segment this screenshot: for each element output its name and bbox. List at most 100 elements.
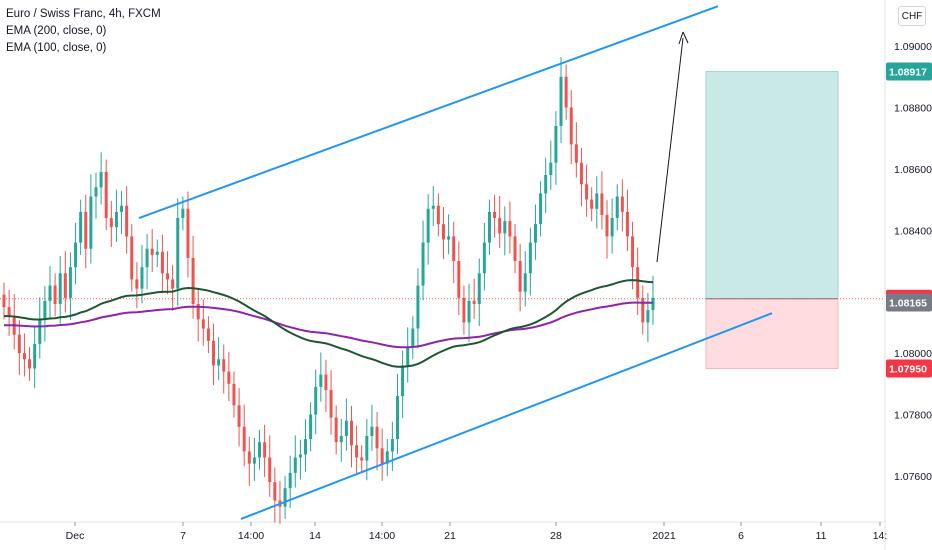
- candle-body: [595, 193, 599, 209]
- price-label-text: 1.07950: [889, 363, 927, 375]
- candle-body: [22, 353, 26, 360]
- candle-body: [109, 218, 113, 228]
- candle-body: [344, 420, 348, 437]
- candle-body: [140, 267, 144, 289]
- candle-body: [43, 300, 47, 320]
- y-tick-label: 1.08600: [894, 164, 932, 176]
- candle-body: [355, 445, 359, 458]
- candle-body: [63, 273, 67, 298]
- candle-body: [247, 451, 251, 464]
- candle-body: [206, 328, 210, 341]
- candle-body: [68, 267, 72, 298]
- candle-body: [370, 426, 374, 437]
- candle-body: [436, 205, 440, 225]
- candle-body: [533, 224, 537, 243]
- candle-body: [17, 334, 21, 354]
- candle-body: [395, 396, 399, 440]
- candle-body: [2, 294, 6, 308]
- price-label-box: [886, 62, 932, 81]
- candle-body: [518, 261, 522, 292]
- candle-body: [385, 451, 389, 464]
- candle-body: [559, 76, 563, 126]
- ema-200-line: [3, 301, 653, 349]
- y-tick-label: 1.08400: [894, 225, 932, 237]
- candle-body: [114, 211, 118, 228]
- x-tick-label: 2021: [652, 530, 676, 542]
- candle-body: [258, 442, 262, 458]
- candle-body: [487, 211, 491, 243]
- candle-body: [120, 205, 124, 212]
- candle-body: [171, 279, 175, 289]
- candle-body: [263, 442, 267, 458]
- projection-arrow-head: [678, 31, 689, 45]
- candle-body: [452, 236, 456, 261]
- candle-body: [508, 221, 512, 237]
- candle-body: [574, 144, 578, 163]
- x-tick-label: 7: [180, 530, 186, 542]
- candle-body: [288, 472, 292, 489]
- candle-body: [237, 405, 241, 427]
- candle-body: [319, 374, 323, 387]
- candle-body: [349, 420, 353, 446]
- candle-body: [304, 439, 308, 455]
- candle-body: [28, 359, 32, 369]
- candle-body: [390, 439, 394, 452]
- candle-body: [431, 205, 435, 209]
- candle-body: [610, 218, 614, 237]
- y-tick-label: 1.09000: [894, 41, 932, 53]
- candle-body: [298, 454, 302, 458]
- candle-body: [605, 214, 609, 237]
- candle-body: [268, 457, 272, 483]
- candle-body: [544, 175, 548, 194]
- candle-body: [181, 208, 185, 219]
- y-tick-label: 1.08800: [894, 102, 932, 114]
- candle-body: [329, 389, 333, 418]
- candle-body: [314, 386, 318, 415]
- candle-body: [7, 307, 11, 317]
- candle-body: [227, 371, 231, 384]
- candle-body: [467, 300, 471, 323]
- candle-body: [477, 273, 481, 304]
- candle-body: [191, 257, 195, 304]
- candle-body: [334, 417, 338, 443]
- legend-ema100[interactable]: EMA (100, close, 0): [6, 42, 107, 54]
- candle-body: [615, 196, 619, 219]
- x-tick-label: 14:00: [238, 530, 264, 542]
- candle-body: [324, 374, 328, 390]
- candle-body: [590, 199, 594, 209]
- candle-body: [651, 297, 655, 311]
- candle-body: [186, 208, 190, 258]
- candle-body: [569, 107, 573, 145]
- candle-body: [554, 125, 558, 163]
- candle-body: [411, 328, 415, 347]
- candle-body: [58, 273, 62, 304]
- candle-body: [150, 248, 154, 255]
- candle-body: [33, 343, 37, 369]
- candle-body: [201, 319, 205, 329]
- target-zone: [705, 71, 839, 300]
- x-tick-label: 14:: [873, 530, 888, 542]
- candle-body: [283, 488, 287, 507]
- candle-body: [166, 273, 170, 280]
- candle-body: [447, 236, 451, 240]
- candle-body: [441, 224, 445, 240]
- candle-body: [217, 359, 221, 366]
- y-tick-label: 1.08000: [894, 348, 932, 360]
- x-tick-label: Dec: [66, 530, 85, 542]
- candle-body: [273, 482, 277, 501]
- legend-symbol[interactable]: Euro / Swiss Franc, 4h, FXCM: [6, 8, 161, 20]
- currency-selector[interactable]: CHF: [898, 6, 926, 26]
- candle-body: [309, 414, 313, 440]
- candle-body: [585, 184, 589, 200]
- candle-body: [176, 218, 180, 289]
- candle-body: [130, 236, 134, 280]
- candle-body: [53, 285, 57, 304]
- legend-ema200[interactable]: EMA (200, close, 0): [6, 25, 107, 37]
- candle-body: [620, 196, 624, 212]
- channel-upper-line: [138, 5, 719, 219]
- x-tick-label: 14: [309, 530, 321, 542]
- candle-body: [74, 242, 78, 268]
- price-label-text: 1.08917: [889, 67, 927, 79]
